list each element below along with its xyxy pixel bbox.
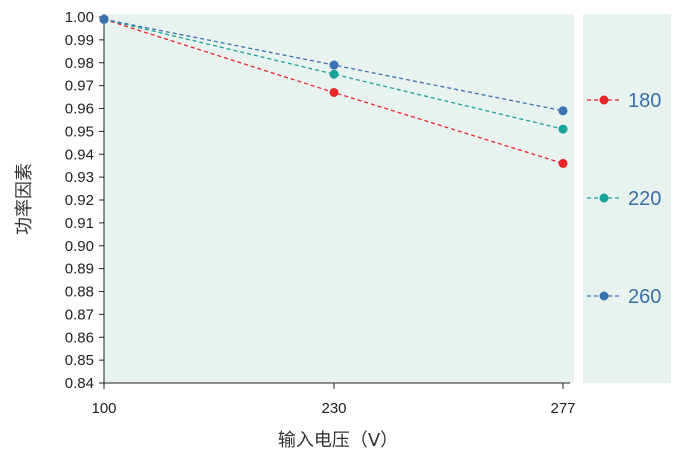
y-tick-label: 0.86: [65, 329, 94, 346]
x-tick-label: 277: [550, 400, 575, 417]
legend-marker-260: [599, 291, 609, 301]
y-tick-label: 0.89: [65, 261, 94, 278]
y-tick-label: 0.95: [65, 123, 94, 140]
y-tick-label: 0.92: [65, 192, 94, 209]
y-tick-label: 0.94: [65, 146, 94, 163]
x-tick-label: 230: [321, 400, 346, 417]
data-point-220: [558, 124, 568, 134]
y-tick-label: 0.88: [65, 284, 94, 301]
y-tick-label: 0.84: [65, 375, 94, 392]
data-point-260: [558, 106, 568, 116]
data-point-220: [329, 69, 339, 79]
data-point-180: [329, 87, 339, 97]
y-tick-label: 0.90: [65, 238, 94, 255]
legend-label-260: 260: [628, 286, 661, 308]
data-point-260: [99, 14, 109, 24]
data-point-180: [558, 158, 568, 168]
data-point-260: [329, 60, 339, 70]
y-axis-title: 功率因素: [14, 163, 35, 235]
series-points: [99, 14, 568, 168]
series-line-220: [103, 18, 564, 130]
y-tick-label: 0.96: [65, 101, 94, 118]
legend-marker-220: [599, 193, 609, 203]
x-axis: 100 230 277: [91, 382, 576, 417]
legend-label-220: 220: [628, 188, 661, 210]
plot-background: [104, 14, 574, 383]
y-tick-label: 0.99: [65, 32, 94, 49]
legend: 180 220 260: [587, 90, 661, 308]
y-tick-label: 0.98: [65, 55, 94, 72]
y-tick-label: 0.93: [65, 169, 94, 186]
y-tick-label: 1.00: [65, 9, 94, 26]
x-axis-title: 输入电压（V）: [278, 430, 398, 451]
x-tick-label: 100: [91, 400, 116, 417]
y-axis: 0.84 0.85 0.86 0.87 0.88 0.89 0.90 0.91 0.92 0.93…: [65, 9, 105, 392]
y-tick-label: 0.87: [65, 306, 94, 323]
y-tick-label: 0.97: [65, 78, 94, 95]
y-tick-label: 0.91: [65, 215, 94, 232]
legend-marker-180: [599, 95, 609, 105]
y-tick-label: 0.85: [65, 352, 94, 369]
legend-label-180: 180: [628, 90, 661, 112]
